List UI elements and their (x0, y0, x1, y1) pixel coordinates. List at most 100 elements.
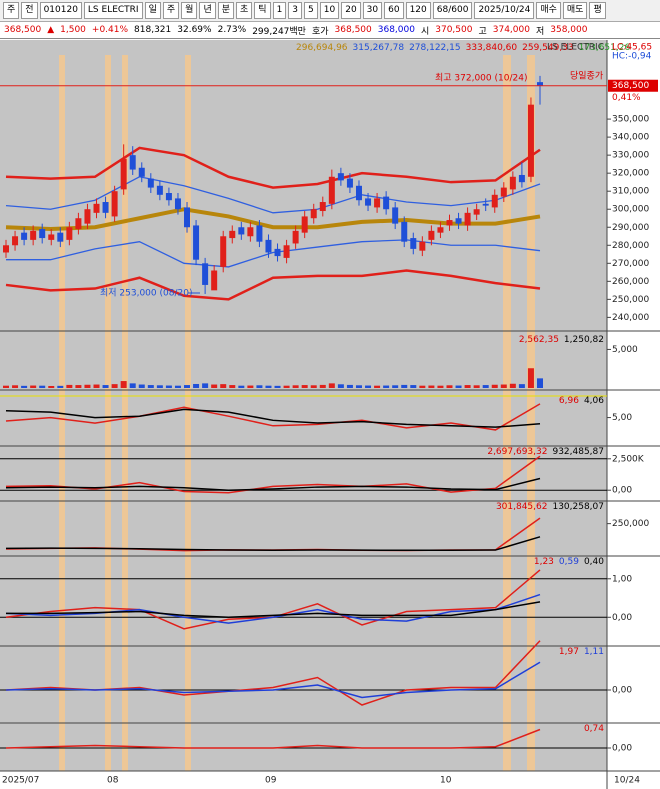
candle-body (518, 174, 525, 183)
value-label: 2,562,35 (519, 335, 559, 345)
candle-body (473, 209, 480, 215)
info-value: ▲ (47, 25, 55, 35)
volume-bar (102, 385, 109, 388)
toolbar-button[interactable]: 120 (405, 2, 431, 19)
candle-body (446, 220, 453, 226)
y-tick-label: 320,000 (612, 169, 649, 179)
toolbar-button[interactable]: 매수 (536, 2, 561, 19)
toolbar-button[interactable]: 매도 (562, 2, 588, 19)
toolbar-button[interactable]: 30 (362, 2, 383, 19)
volume-bar (238, 385, 245, 388)
volume-bar (147, 385, 154, 388)
info-value: 818,321 (134, 25, 172, 35)
candle-body (247, 227, 254, 237)
candle-body (75, 218, 82, 230)
volume-bar (310, 385, 317, 388)
toolbar-button[interactable]: 월 (181, 2, 198, 19)
toolbar-button[interactable]: 60 (384, 2, 404, 19)
toolbar-button[interactable]: 전 (21, 2, 38, 19)
volume-bar (355, 385, 362, 388)
value-label: 333,840,60 (466, 43, 518, 53)
candle-body (21, 232, 28, 240)
volume-bar (156, 385, 163, 388)
candle-body (537, 82, 543, 86)
toolbar-button[interactable]: 초 (236, 2, 253, 19)
candle-body (93, 203, 100, 213)
toolbar-button[interactable]: 평 (589, 2, 606, 19)
value-labels: 2,697,693,32 932,485,87 (487, 447, 604, 457)
volume-bar (328, 383, 335, 388)
volume-bar (292, 385, 299, 388)
candle-body (292, 230, 299, 244)
toolbar-button[interactable]: 분 (217, 2, 234, 19)
candle-body (102, 202, 109, 213)
y-tick-label: 250,000 (612, 295, 649, 305)
y-tick-label: 290,000 (612, 223, 649, 233)
volume-bar (120, 381, 127, 388)
candle-body (410, 238, 417, 249)
volume-bar (374, 385, 381, 388)
toolbar-button[interactable]: 년 (199, 2, 216, 19)
volume-bar (455, 385, 462, 388)
value-label: 1,97 (559, 647, 579, 657)
value-label: 296,694,96 (296, 43, 348, 53)
toolbar-button[interactable]: 010120 (39, 2, 82, 19)
volume-bar (193, 383, 200, 388)
volume-bar (419, 385, 426, 388)
candle-body (283, 245, 290, 258)
candle-body (392, 207, 399, 224)
toolbar-button[interactable]: 주 (3, 2, 20, 19)
toolbar-button[interactable]: 3 (288, 2, 303, 19)
candle-body (220, 236, 227, 267)
side-label: LC:45,65 (612, 43, 652, 53)
toolbar-button[interactable]: LS ELECTRI (83, 2, 143, 19)
y-tick-label: 280,000 (612, 241, 649, 251)
y-tick-label: 350,000 (612, 115, 649, 125)
y-tick-label: 240,000 (612, 313, 649, 323)
volume-bar (283, 385, 290, 388)
volume-bar (365, 385, 372, 388)
volume-bar (346, 384, 353, 388)
candle-body (184, 207, 191, 228)
info-value: 368,500 (334, 25, 372, 35)
y-tick-label: 340,000 (612, 133, 649, 143)
y-tick-label: 0,00 (612, 744, 632, 754)
y-tick-label: 270,000 (612, 259, 649, 269)
toolbar-button[interactable]: 20 (341, 2, 361, 19)
volume-bar (464, 385, 471, 388)
volume-bar (256, 385, 263, 388)
value-labels: 0,74 (584, 724, 604, 734)
value-labels: 1,97 1,11 (559, 647, 604, 657)
candle-body (193, 225, 200, 260)
toolbar-button[interactable]: 일 (144, 2, 161, 19)
toolbar-button[interactable]: 10 (319, 2, 340, 19)
candle-body (274, 248, 281, 257)
value-labels: 2,562,35 1,250,82 (519, 335, 604, 345)
info-value: 2.73% (217, 25, 247, 35)
candle-body (202, 263, 209, 285)
toolbar-button[interactable]: 68/600 (432, 2, 473, 19)
volume-bar (75, 385, 82, 388)
volume-bar (500, 384, 507, 388)
overlay-line (5, 269, 541, 301)
price-change: 0,41% (612, 93, 641, 103)
toolbar-button[interactable]: 5 (304, 2, 318, 19)
toolbar-button[interactable]: 주 (162, 2, 180, 19)
volume-bar (446, 385, 453, 388)
x-tick-label: 08 (107, 776, 119, 786)
y-tick-label: 0,00 (612, 686, 632, 696)
value-label: 173,651,26 (579, 43, 631, 53)
y-tick-label: 5,00 (612, 413, 632, 423)
y-tick-label: 310,000 (612, 187, 649, 197)
candle-body (229, 230, 236, 239)
toolbar-button[interactable]: 2025/10/24 (474, 2, 535, 19)
candle-body (401, 221, 408, 242)
candle-body (165, 193, 172, 201)
volume-bar (211, 384, 218, 388)
volume-bar (401, 384, 408, 388)
value-label: 0,59 (559, 557, 579, 567)
toolbar-button[interactable]: 틱 (254, 2, 271, 19)
candle-body (147, 178, 154, 188)
volume-bar (537, 378, 543, 388)
toolbar-button[interactable]: 1 (272, 2, 287, 19)
